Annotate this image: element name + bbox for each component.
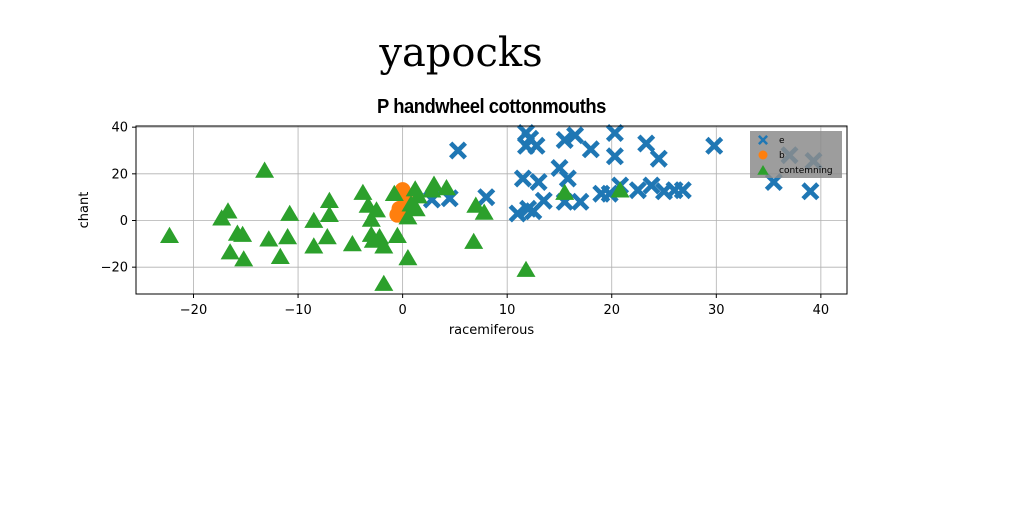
- x-marker-point: [571, 193, 589, 211]
- x-marker-point: [477, 188, 495, 206]
- triangle-marker-point: [304, 212, 323, 228]
- y-axis-label: chant: [77, 192, 92, 229]
- triangle-marker-point: [320, 192, 339, 208]
- x-marker-point: [514, 170, 532, 188]
- triangle-marker-point: [278, 228, 297, 244]
- triangle-marker-point: [259, 230, 278, 246]
- triangle-marker-point: [255, 162, 274, 178]
- x-tick-label: −20: [180, 303, 207, 318]
- x-marker-point: [637, 135, 655, 153]
- legend-label: b: [779, 151, 785, 161]
- x-marker-point: [801, 182, 819, 200]
- x-tick-label: 30: [708, 303, 725, 318]
- x-tick-label: 20: [603, 303, 620, 318]
- series-contemning-points: [160, 162, 630, 291]
- x-marker-point: [528, 137, 546, 155]
- x-tick-label: 0: [398, 303, 406, 318]
- x-marker-point: [705, 137, 723, 155]
- triangle-marker-point: [318, 228, 337, 244]
- x-marker-point: [535, 192, 553, 210]
- x-marker-point: [606, 147, 624, 165]
- y-tick-label: −20: [101, 261, 128, 276]
- x-marker-point: [449, 142, 467, 160]
- circle-marker-point: [759, 151, 768, 160]
- legend: eb contemning: [750, 131, 842, 178]
- y-axis-ticks: −20 0 20 40: [101, 121, 136, 276]
- y-tick-label: 0: [120, 214, 128, 229]
- grid-lines: [136, 126, 847, 294]
- x-tick-label: 10: [499, 303, 516, 318]
- triangle-marker-point: [464, 233, 483, 249]
- x-tick-label: 40: [813, 303, 830, 318]
- y-tick-label: 40: [111, 121, 128, 136]
- plot-frame: [136, 126, 847, 294]
- x-marker-point: [606, 124, 624, 142]
- triangle-marker-point: [221, 243, 240, 259]
- legend-label: e: [779, 136, 785, 146]
- x-marker-point: [650, 150, 668, 168]
- triangle-marker-point: [320, 206, 339, 222]
- x-marker-point: [559, 170, 577, 188]
- triangle-marker-point: [353, 184, 372, 200]
- triangle-marker-point: [555, 184, 574, 200]
- triangle-marker-point: [388, 227, 407, 243]
- triangle-marker-point: [517, 261, 536, 277]
- legend-label: contemning: [779, 166, 833, 176]
- triangle-marker-point: [271, 248, 290, 264]
- triangle-marker-point: [160, 227, 179, 243]
- triangle-marker-point: [374, 275, 393, 291]
- x-axis-label: racemiferous: [449, 323, 535, 338]
- x-axis-ticks: −20 −10 0 10 20 30 40: [180, 294, 829, 318]
- x-marker-point: [582, 140, 600, 158]
- triangle-marker-point: [280, 205, 299, 221]
- triangle-marker-point: [343, 235, 362, 251]
- triangle-marker-point: [398, 249, 417, 265]
- x-tick-label: −10: [284, 303, 311, 318]
- y-tick-label: 20: [111, 167, 128, 182]
- x-marker-point: [530, 173, 548, 191]
